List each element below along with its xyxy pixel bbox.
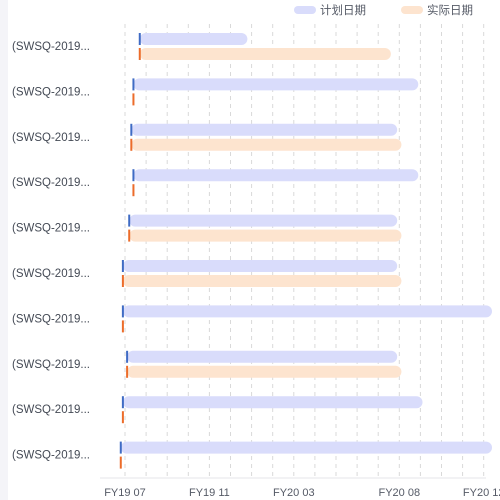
category-label: (SWSQ-2019... bbox=[12, 223, 90, 235]
category-label: (SWSQ-2019... bbox=[12, 132, 90, 144]
plan-bar[interactable] bbox=[133, 78, 419, 91]
plan-start-marker bbox=[128, 214, 131, 227]
legend-swatch bbox=[294, 6, 316, 14]
actual-start-marker bbox=[119, 456, 122, 469]
plan-bar[interactable] bbox=[129, 214, 398, 227]
actual-start-marker bbox=[132, 184, 135, 197]
legend[interactable]: 计划日期 实际日期 bbox=[294, 3, 473, 17]
actual-start-marker bbox=[121, 275, 124, 287]
bars bbox=[119, 33, 492, 469]
actual-bar[interactable] bbox=[129, 229, 402, 242]
actual-start-marker bbox=[132, 93, 135, 106]
category-label: (SWSQ-2019... bbox=[12, 359, 90, 371]
actual-bar[interactable] bbox=[131, 138, 402, 151]
plan-bar[interactable] bbox=[122, 305, 492, 318]
plan-start-marker bbox=[132, 78, 135, 91]
actual-start-marker bbox=[121, 411, 124, 424]
category-label: (SWSQ-2019... bbox=[12, 313, 90, 325]
x-axis-ticks: FY19 07 FY19 11 FY20 03 FY20 08 FY20 12 bbox=[104, 487, 500, 499]
actual-start-marker bbox=[121, 320, 124, 333]
category-label: (SWSQ-2019... bbox=[12, 86, 90, 98]
gantt-chart: (SWSQ-2019... (SWSQ-2019... (SWSQ-2019... (… bbox=[8, 0, 500, 500]
legend-item[interactable]: 计划日期 bbox=[294, 4, 366, 17]
plan-start-marker bbox=[121, 305, 124, 318]
category-label: (SWSQ-2019... bbox=[12, 404, 90, 416]
legend-label: 计划日期 bbox=[320, 4, 366, 17]
actual-start-marker bbox=[138, 48, 141, 60]
plan-start-marker bbox=[121, 396, 124, 409]
x-tick-label: FY20 03 bbox=[273, 487, 315, 499]
plan-start-marker bbox=[130, 123, 133, 136]
category-label: (SWSQ-2019... bbox=[12, 177, 90, 189]
category-labels: (SWSQ-2019... (SWSQ-2019... (SWSQ-2019... (… bbox=[12, 41, 90, 462]
x-tick-label: FY19 11 bbox=[189, 487, 230, 499]
chart-svg: (SWSQ-2019... (SWSQ-2019... (SWSQ-2019... (… bbox=[12, 3, 500, 499]
legend-item[interactable]: 实际日期 bbox=[401, 3, 473, 17]
actual-bar[interactable] bbox=[127, 365, 402, 378]
plan-start-marker bbox=[121, 260, 124, 272]
category-label: (SWSQ-2019... bbox=[12, 450, 90, 462]
x-tick-label: FY20 08 bbox=[379, 487, 421, 499]
actual-start-marker bbox=[126, 365, 129, 378]
category-label: (SWSQ-2019... bbox=[12, 41, 90, 53]
actual-bar[interactable] bbox=[122, 275, 402, 287]
category-label: (SWSQ-2019... bbox=[12, 268, 90, 280]
plan-bar[interactable] bbox=[131, 123, 398, 136]
legend-swatch bbox=[401, 6, 423, 14]
actual-start-marker bbox=[130, 138, 133, 151]
plan-start-marker bbox=[119, 441, 122, 454]
plan-bar[interactable] bbox=[139, 33, 248, 45]
actual-start-marker bbox=[128, 229, 131, 242]
plan-bar[interactable] bbox=[127, 350, 398, 363]
plan-start-marker bbox=[126, 350, 129, 363]
x-tick-label: FY19 07 bbox=[104, 487, 146, 499]
plan-start-marker bbox=[132, 169, 135, 182]
plan-bar[interactable] bbox=[122, 260, 398, 272]
legend-label: 实际日期 bbox=[427, 3, 473, 17]
actual-bar[interactable] bbox=[139, 48, 391, 60]
plan-bar[interactable] bbox=[133, 169, 419, 182]
plan-start-marker bbox=[138, 33, 141, 45]
x-tick-label: FY20 12 bbox=[463, 487, 500, 499]
plan-bar[interactable] bbox=[122, 396, 423, 409]
plan-bar[interactable] bbox=[120, 441, 492, 454]
grid-lines bbox=[100, 24, 486, 479]
